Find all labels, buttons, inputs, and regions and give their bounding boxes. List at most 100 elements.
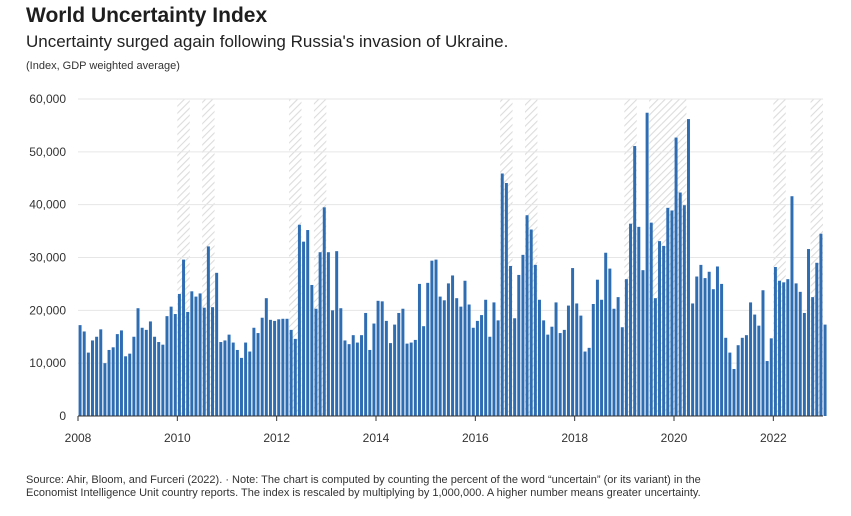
bar (769, 338, 773, 416)
bar (165, 316, 169, 416)
bar (223, 340, 227, 416)
bar (372, 323, 376, 416)
bar (198, 293, 202, 416)
bar (430, 260, 434, 416)
bar (546, 334, 550, 416)
bar (595, 279, 599, 416)
bar (244, 342, 248, 416)
bar (620, 327, 624, 416)
bar (537, 299, 541, 416)
bar (682, 205, 686, 416)
bar (426, 282, 430, 416)
y-tick-label: 10,000 (29, 356, 66, 370)
bar (90, 340, 94, 416)
source-note-line-1: Source: Ahir, Bloom, and Furceri (2022).… (26, 474, 701, 486)
bar (658, 241, 662, 416)
bar (119, 330, 123, 416)
bar (190, 291, 194, 416)
bar (703, 278, 707, 416)
bar (82, 331, 86, 416)
bar (807, 249, 811, 416)
x-tick-label: 2018 (561, 431, 588, 445)
x-tick-label: 2022 (760, 431, 787, 445)
bar (211, 307, 215, 416)
bar (293, 338, 297, 416)
y-tick-label: 40,000 (29, 198, 66, 212)
bar (666, 207, 670, 416)
bar (409, 342, 413, 416)
bar (285, 318, 289, 416)
bar (529, 229, 533, 416)
bar (492, 302, 496, 416)
bar (132, 336, 136, 416)
bar (306, 230, 310, 416)
gridlines (78, 98, 823, 364)
x-tick-label: 2016 (462, 431, 489, 445)
bar (103, 363, 107, 416)
y-tick-label: 30,000 (29, 251, 66, 265)
bar (649, 222, 653, 416)
bar (326, 252, 330, 416)
bar (637, 226, 641, 416)
bar (587, 347, 591, 416)
bar (115, 334, 119, 416)
bar (488, 336, 492, 416)
bar (438, 296, 442, 416)
bar (239, 357, 243, 416)
bar (724, 337, 728, 416)
bar (624, 279, 628, 416)
bar (405, 343, 409, 416)
bar (699, 264, 703, 416)
bar (686, 119, 690, 417)
bar (401, 308, 405, 416)
bar (124, 356, 128, 416)
bar (339, 308, 343, 416)
y-tick-label: 20,000 (29, 303, 66, 317)
bar (434, 259, 438, 416)
bar (558, 333, 562, 416)
bar (513, 318, 517, 416)
axes: 0 10,000 20,000 30,000 40,000 50,000 60,000 200… (29, 92, 823, 445)
bar (562, 329, 566, 416)
bar (798, 291, 802, 416)
x-tick-label: 2014 (363, 431, 390, 445)
bar (517, 274, 521, 416)
bar (144, 329, 148, 416)
bar (302, 241, 306, 416)
x-tick-label: 2008 (65, 431, 92, 445)
bar (732, 368, 736, 416)
bar (653, 298, 657, 416)
bar (128, 353, 132, 416)
bar (715, 266, 719, 416)
bar (525, 215, 529, 416)
bar (281, 318, 285, 416)
bar (148, 321, 152, 416)
bar (264, 298, 268, 416)
y-tick-label: 60,000 (29, 92, 66, 106)
bar (364, 312, 368, 416)
y-tick-label: 50,000 (29, 145, 66, 159)
bar (219, 342, 223, 416)
bar (248, 351, 252, 416)
bar (504, 183, 508, 416)
bar (571, 268, 575, 416)
bar (554, 302, 558, 416)
bar (343, 340, 347, 416)
bar (413, 339, 417, 416)
bar (744, 335, 748, 416)
bar (550, 326, 554, 416)
bar-chart: 0 10,000 20,000 30,000 40,000 50,000 60,000 200… (29, 92, 827, 445)
bar (161, 344, 165, 416)
bar (260, 317, 264, 416)
bar (467, 304, 471, 416)
bar (351, 335, 355, 416)
bar (471, 327, 475, 416)
bar (728, 352, 732, 416)
bar (753, 314, 757, 416)
bar (475, 320, 479, 416)
bar (583, 351, 587, 416)
bar (823, 324, 827, 416)
bar (711, 289, 715, 416)
bar (78, 325, 82, 416)
bar (347, 344, 351, 416)
